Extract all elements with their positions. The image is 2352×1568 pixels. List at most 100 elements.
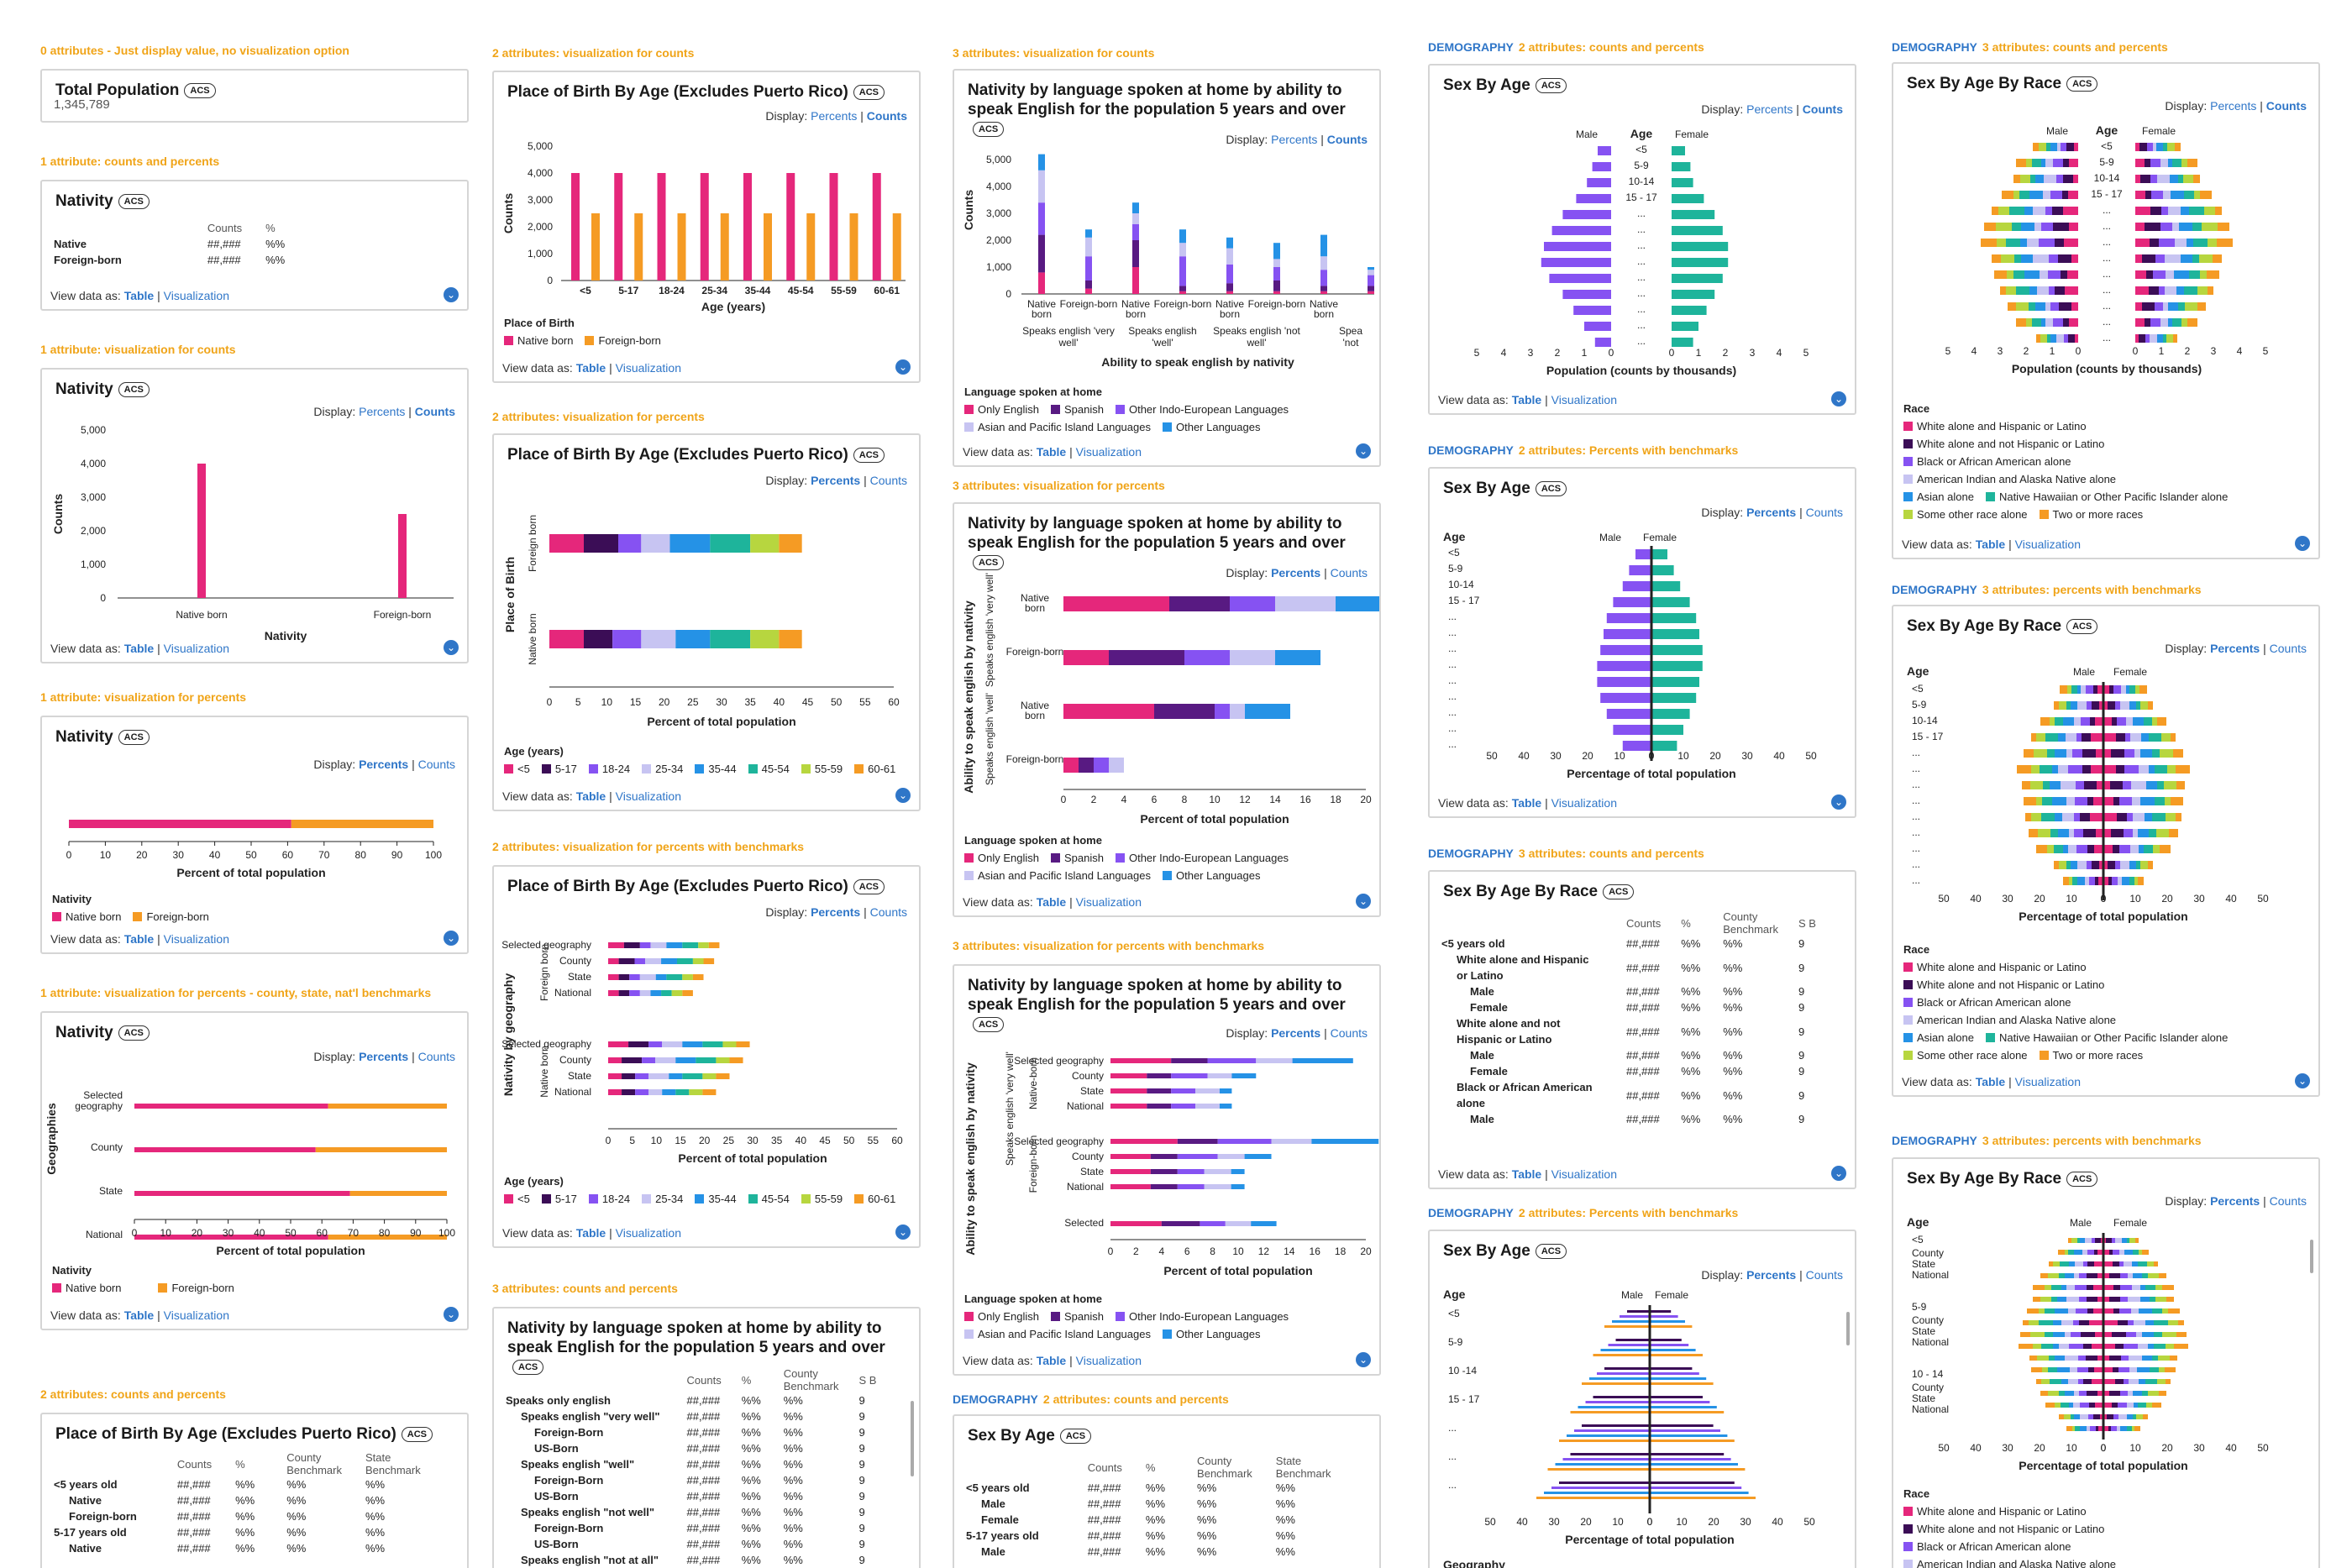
percents-link[interactable]: Percents [2210, 99, 2257, 113]
counts-link[interactable]: Counts [2269, 1194, 2307, 1208]
chevron-down-icon[interactable]: ⌄ [1831, 794, 1846, 810]
percents-link[interactable]: Percents [811, 109, 858, 123]
bar-segment [2117, 1426, 2120, 1431]
visualization-link[interactable]: Visualization [1551, 1167, 1617, 1181]
bar-segment [2161, 733, 2171, 742]
counts-link[interactable]: Counts [2269, 642, 2307, 655]
chevron-down-icon[interactable]: ⌄ [1356, 894, 1371, 909]
chevron-down-icon[interactable]: ⌄ [444, 640, 459, 655]
percents-link[interactable]: Percents [1746, 102, 1793, 116]
tick-label: 30 [1740, 1516, 1751, 1528]
counts-link[interactable]: Counts [1802, 102, 1843, 116]
bar-segment [2013, 191, 2019, 199]
percents-link[interactable]: Percents [1271, 133, 1318, 146]
visualization-link[interactable]: Visualization [615, 1226, 681, 1240]
visualization-link[interactable]: Visualization [163, 289, 229, 302]
bar-segment [2161, 207, 2168, 215]
visualization-link[interactable]: Visualization [2014, 1075, 2081, 1088]
bar-segment [641, 534, 670, 553]
scrollbar[interactable] [2310, 1240, 2313, 1273]
visualization-link[interactable]: Visualization [615, 361, 681, 375]
counts-link[interactable]: Counts [1330, 1026, 1368, 1040]
table-link[interactable]: Table [1511, 1167, 1542, 1181]
visualization-link[interactable]: Visualization [1551, 796, 1617, 810]
counts-link[interactable]: Counts [866, 109, 907, 123]
table-link[interactable]: Table [1036, 895, 1067, 909]
bar-segment [2040, 717, 2050, 726]
percents-link[interactable]: Percents [1746, 506, 1797, 519]
legend: Language spoken at home Only English Spani… [964, 831, 1379, 884]
chevron-down-icon[interactable]: ⌄ [2295, 536, 2310, 551]
chevron-down-icon[interactable]: ⌄ [895, 788, 911, 803]
counts-link[interactable]: Counts [869, 474, 907, 487]
counts-link[interactable]: Counts [1805, 1268, 1843, 1282]
card-title: Total Population ACS [55, 81, 450, 100]
table-link[interactable]: Table [1036, 1354, 1067, 1367]
chevron-down-icon[interactable]: ⌄ [1356, 1352, 1371, 1367]
table-link[interactable]: Table [1511, 393, 1542, 406]
chevron-down-icon[interactable]: ⌄ [895, 1225, 911, 1240]
tick-label: 0 [100, 592, 106, 604]
percents-link[interactable]: Percents [811, 474, 861, 487]
visualization-link[interactable]: Visualization [163, 1308, 229, 1322]
card-sex-by-age-counts: Sex By Age ACS Display: Percents | Counts… [1428, 64, 1856, 415]
counts-link[interactable]: Counts [414, 405, 455, 418]
percents-link[interactable]: Percents [1271, 566, 1321, 579]
visualization-link[interactable]: Visualization [1075, 895, 1142, 909]
percents-link[interactable]: Percents [2210, 1194, 2260, 1208]
bar-segment [2139, 685, 2147, 694]
percents-link[interactable]: Percents [359, 758, 409, 771]
bar-segment [2068, 191, 2078, 199]
percents-link[interactable]: Percents [1271, 1026, 1321, 1040]
visualization-link[interactable]: Visualization [1075, 445, 1142, 459]
bar-segment [2055, 749, 2066, 758]
bar-segment [1110, 1058, 1172, 1063]
bar-segment [2134, 1426, 2140, 1431]
counts-link[interactable]: Counts [1330, 566, 1368, 579]
table-link[interactable]: Table [123, 1308, 155, 1322]
table-link[interactable]: Table [575, 789, 606, 803]
table-link[interactable]: Table [1036, 445, 1067, 459]
table-link[interactable]: Table [575, 361, 606, 375]
percents-link[interactable]: Percents [359, 1050, 409, 1063]
bar-segment [648, 1089, 663, 1095]
percents-link[interactable]: Percents [1746, 1268, 1797, 1282]
counts-link[interactable]: Counts [1805, 506, 1843, 519]
chevron-down-icon[interactable]: ⌄ [1831, 391, 1846, 406]
visualization-link[interactable]: Visualization [163, 932, 229, 946]
counts-link[interactable]: Counts [2265, 99, 2307, 113]
chevron-down-icon[interactable]: ⌄ [2295, 1073, 2310, 1088]
visualization-link[interactable]: Visualization [2014, 538, 2081, 551]
chevron-down-icon[interactable]: ⌄ [444, 931, 459, 946]
chevron-down-icon[interactable]: ⌄ [1356, 443, 1371, 459]
table-link[interactable]: Table [123, 642, 155, 655]
chevron-down-icon[interactable]: ⌄ [895, 359, 911, 375]
percents-link[interactable]: Percents [359, 405, 406, 418]
counts-link[interactable]: Counts [417, 758, 455, 771]
percents-link[interactable]: Percents [811, 905, 861, 919]
visualization-link[interactable]: Visualization [1551, 393, 1617, 406]
counts-link[interactable]: Counts [1326, 133, 1368, 146]
table-link[interactable]: Table [575, 1226, 606, 1240]
table-link[interactable]: Table [1975, 1075, 2006, 1088]
percents-link[interactable]: Percents [2210, 642, 2260, 655]
tick-label: 3,000 [528, 194, 553, 206]
counts-link[interactable]: Counts [869, 905, 907, 919]
bar-segment [2150, 207, 2161, 215]
chevron-down-icon[interactable]: ⌄ [444, 287, 459, 302]
table-link[interactable]: Table [1511, 796, 1542, 810]
tick-label: 90 [391, 849, 403, 861]
table-link[interactable]: Table [123, 932, 155, 946]
visualization-link[interactable]: Visualization [615, 789, 681, 803]
table-link[interactable]: Table [1975, 538, 2006, 551]
visualization-link[interactable]: Visualization [1075, 1354, 1142, 1367]
tick-label: 90 [410, 1227, 422, 1239]
scrollbar[interactable] [911, 1401, 914, 1476]
counts-link[interactable]: Counts [417, 1050, 455, 1063]
visualization-link[interactable]: Visualization [163, 642, 229, 655]
table-link[interactable]: Table [123, 289, 155, 302]
scrollbar[interactable] [1846, 1312, 1850, 1345]
chevron-down-icon[interactable]: ⌄ [444, 1307, 459, 1322]
chevron-down-icon[interactable]: ⌄ [1831, 1166, 1846, 1181]
